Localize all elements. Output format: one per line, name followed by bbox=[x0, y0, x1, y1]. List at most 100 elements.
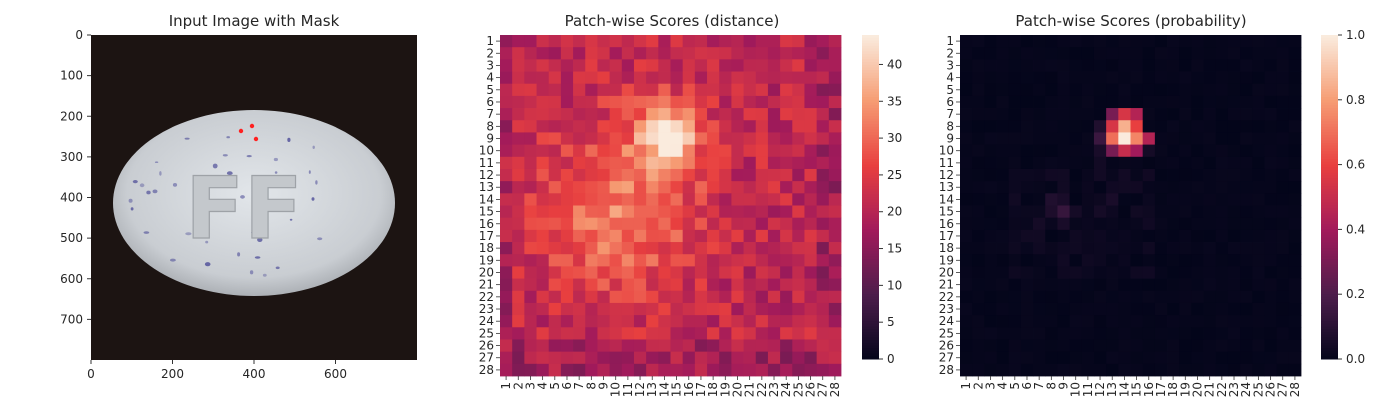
heatmap-cell bbox=[1106, 132, 1119, 146]
heatmap-cell bbox=[1069, 217, 1083, 231]
row-tick-label: 4 bbox=[486, 71, 494, 85]
heatmap-cell bbox=[1081, 242, 1095, 255]
heatmap-cell bbox=[682, 108, 696, 121]
heatmap-cell bbox=[1093, 83, 1107, 97]
heatmap-cell bbox=[731, 351, 744, 365]
heatmap-cell bbox=[609, 315, 623, 328]
colorbar-segment bbox=[1321, 234, 1338, 238]
colorbar-segment bbox=[862, 256, 879, 260]
heatmap-cell bbox=[1288, 47, 1302, 60]
heatmap-cell bbox=[1081, 205, 1095, 219]
heatmap-cell bbox=[1240, 315, 1253, 328]
heatmap-cell bbox=[996, 132, 1010, 146]
heatmap-cell bbox=[512, 315, 525, 328]
heatmap-cell bbox=[743, 193, 757, 206]
heatmap-cell bbox=[682, 35, 696, 48]
colorbar-segment bbox=[862, 186, 879, 190]
heatmap-cell bbox=[816, 315, 830, 328]
heatmap-cell bbox=[1179, 339, 1192, 353]
heatmap-cell bbox=[1252, 120, 1265, 133]
heatmap-cell bbox=[524, 302, 537, 316]
heatmap-cell bbox=[960, 47, 973, 60]
heatmap-cell bbox=[682, 59, 696, 72]
heatmap-cell bbox=[1252, 83, 1265, 97]
heatmap-cell bbox=[658, 278, 671, 292]
heatmap-cell bbox=[646, 229, 659, 243]
col-tick-label: 25 bbox=[1251, 382, 1265, 397]
heatmap-cell bbox=[536, 95, 550, 109]
heatmap-cell bbox=[792, 47, 805, 60]
heatmap-cell bbox=[500, 47, 513, 60]
heatmap-cell bbox=[1118, 339, 1131, 353]
heatmap-cell bbox=[780, 266, 793, 279]
y-tick-label: 500 bbox=[60, 231, 83, 245]
heatmap-cell bbox=[755, 156, 769, 170]
heatmap-cell bbox=[1179, 302, 1192, 316]
heatmap-cell bbox=[1093, 351, 1107, 365]
heatmap-cell bbox=[1288, 95, 1302, 109]
heatmap-cell bbox=[694, 35, 708, 48]
colorbar-segment bbox=[862, 232, 879, 236]
heatmap-cell bbox=[1045, 95, 1058, 109]
heatmap-cell bbox=[560, 278, 574, 292]
y-tick-label: 700 bbox=[60, 312, 83, 326]
heatmap-cell bbox=[792, 83, 805, 97]
heatmap-cell bbox=[792, 363, 805, 377]
heatmap-cell bbox=[972, 229, 985, 243]
heatmap-cell bbox=[585, 266, 598, 279]
col-tick-label: 17 bbox=[1154, 382, 1168, 397]
heatmap-cell bbox=[597, 339, 611, 353]
colorbar-segment bbox=[862, 234, 879, 238]
heatmap-cell bbox=[1142, 339, 1156, 353]
heatmap-cell bbox=[1288, 290, 1302, 304]
heatmap-cell bbox=[1118, 35, 1131, 48]
heatmap-cell bbox=[1276, 59, 1290, 72]
heatmap-cell bbox=[1045, 83, 1058, 97]
heatmap-cell bbox=[780, 205, 793, 219]
heatmap-cell bbox=[804, 278, 818, 292]
heatmap-cell bbox=[719, 278, 732, 292]
colorbar-segment bbox=[862, 178, 879, 182]
heatmap-cell bbox=[536, 266, 550, 279]
colorbar-segment bbox=[1321, 286, 1338, 290]
heatmap-cell bbox=[996, 315, 1010, 328]
heatmap-cell bbox=[1081, 95, 1095, 109]
heatmap-cell bbox=[1057, 205, 1071, 219]
colorbar-segment bbox=[1321, 261, 1338, 265]
heatmap-cell bbox=[670, 35, 684, 48]
heatmap-cell bbox=[1118, 59, 1131, 72]
row-tick-label: 15 bbox=[479, 205, 494, 219]
heatmap-cell bbox=[984, 242, 997, 255]
colorbar-segment bbox=[862, 72, 879, 76]
heatmap-cell bbox=[828, 168, 842, 182]
heatmap-cell bbox=[682, 327, 696, 340]
heatmap-cell bbox=[1033, 217, 1046, 231]
heatmap-cell bbox=[707, 35, 720, 48]
heatmap-cell bbox=[767, 205, 781, 219]
heatmap-cell bbox=[719, 193, 732, 206]
colorbar-segment bbox=[862, 305, 879, 309]
heatmap-cell bbox=[1203, 59, 1217, 72]
heatmap-cell bbox=[780, 59, 793, 72]
colorbar-segment bbox=[1321, 72, 1338, 76]
heatmap-cell bbox=[1215, 108, 1229, 121]
colorbar-segment bbox=[1321, 305, 1338, 309]
heatmap-cell bbox=[1057, 168, 1071, 182]
heatmap-cell bbox=[719, 327, 732, 340]
heatmap-cell bbox=[792, 193, 805, 206]
heatmap-cell bbox=[1045, 217, 1058, 231]
heatmap-cell bbox=[646, 290, 659, 304]
heatmap-cell bbox=[633, 242, 647, 255]
heatmap-cell bbox=[792, 315, 805, 328]
heatmap-cell bbox=[1252, 132, 1265, 146]
heatmap-cell bbox=[658, 315, 671, 328]
heatmap-cell bbox=[597, 217, 611, 231]
heatmap-cell bbox=[1130, 302, 1144, 316]
speckle bbox=[185, 232, 192, 236]
heatmap-cell bbox=[548, 168, 562, 182]
col-tick-label: 14 bbox=[657, 382, 671, 397]
heatmap-cell bbox=[1106, 108, 1119, 121]
heatmap-cell bbox=[573, 181, 586, 194]
heatmap-cell bbox=[707, 217, 720, 231]
row-tick-label: 20 bbox=[479, 265, 494, 279]
